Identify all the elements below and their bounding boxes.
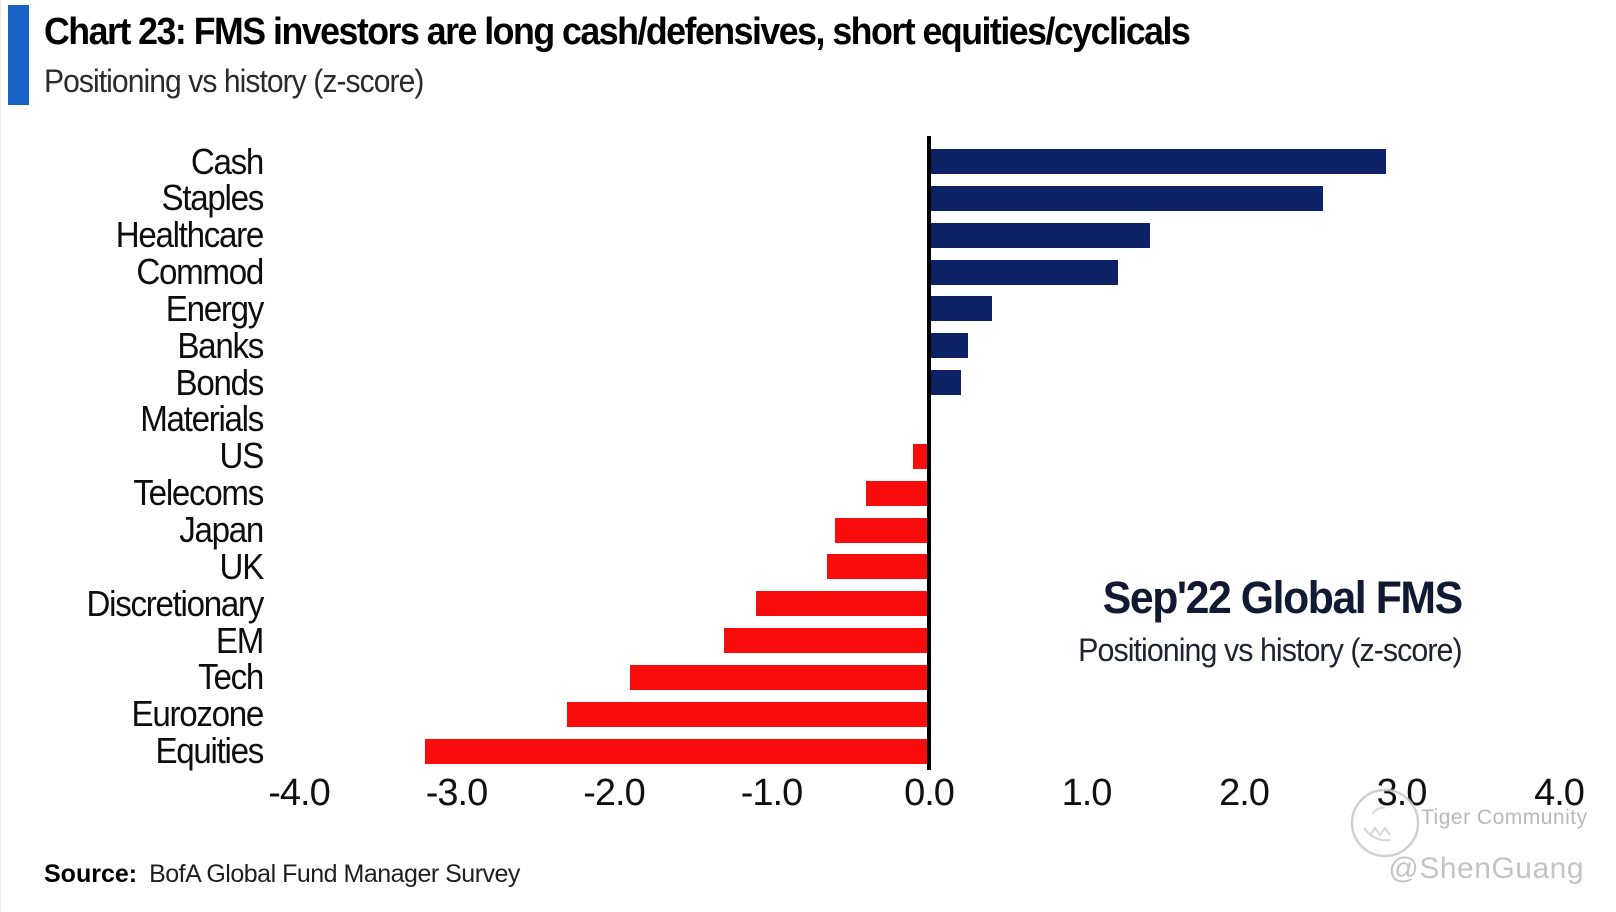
bar-em: [724, 628, 929, 654]
bar-banks: [929, 333, 969, 359]
source-line: Source: BofA Global Fund Manager Survey: [44, 860, 520, 889]
bar-commod: [929, 259, 1118, 285]
category-label-commod: Commod: [136, 251, 264, 293]
x-tick-label: 1.0: [1061, 772, 1113, 814]
x-tick-label: -3.0: [425, 772, 488, 814]
bar-staples: [929, 185, 1323, 211]
source-text: BofA Global Fund Manager Survey: [149, 860, 520, 888]
bar-equities: [425, 738, 929, 764]
category-label-energy: Energy: [165, 287, 265, 329]
category-label-eurozone: Eurozone: [131, 693, 265, 735]
bar-bonds: [929, 370, 961, 396]
category-label-bonds: Bonds: [175, 361, 265, 403]
category-label-uk: UK: [219, 545, 265, 587]
watermark-user-handle: @ShenGuang: [1388, 852, 1584, 885]
category-label-discretionary: Discretionary: [86, 582, 264, 624]
category-label-japan: Japan: [179, 509, 264, 550]
bar-energy: [929, 296, 992, 322]
chart-title: Chart 23: FMS investors are long cash/de…: [44, 11, 1191, 53]
category-label-equities: Equities: [155, 730, 264, 772]
source-label: Source:: [44, 860, 138, 888]
chart-subtitle: Positioning vs history (z-score): [44, 63, 424, 99]
category-label-staples: Staples: [161, 177, 265, 219]
x-tick-label: -4.0: [268, 772, 330, 814]
bar-tech: [629, 664, 929, 690]
title-accent-bar: [8, 5, 29, 105]
annotation-survey-name: Sep'22 Global FMS: [1103, 572, 1463, 623]
x-tick-label: 4.0: [1534, 772, 1585, 814]
annotation-survey-subtitle: Positioning vs history (z-score): [1078, 632, 1462, 668]
x-tick-label: -2.0: [583, 772, 645, 814]
category-label-healthcare: Healthcare: [115, 214, 265, 256]
bar-cash: [929, 149, 1386, 174]
tiger-logo-icon: [1350, 788, 1420, 858]
category-label-banks: Banks: [177, 324, 264, 366]
zero-axis-line: [927, 136, 931, 770]
x-tick-label: 0.0: [904, 772, 955, 814]
bar-uk: [826, 554, 929, 580]
category-label-em: EM: [215, 619, 264, 661]
category-label-telecoms: Telecoms: [133, 472, 264, 514]
plot-annotation: Sep'22 Global FMS Positioning vs history…: [1058, 572, 1463, 670]
category-label-us: US: [219, 435, 265, 477]
watermark-community-text: Tiger Community: [1421, 806, 1588, 829]
bar-healthcare: [929, 222, 1150, 248]
category-label-tech: Tech: [198, 656, 264, 698]
x-tick-label: 2.0: [1219, 772, 1270, 814]
bar-discretionary: [755, 591, 929, 617]
bar-telecoms: [866, 480, 929, 506]
bar-japan: [834, 517, 929, 543]
category-label-cash: Cash: [190, 140, 264, 182]
x-tick-label: -1.0: [740, 772, 803, 814]
bar-eurozone: [566, 701, 929, 727]
bar-us: [913, 443, 929, 469]
category-label-materials: Materials: [140, 398, 264, 440]
